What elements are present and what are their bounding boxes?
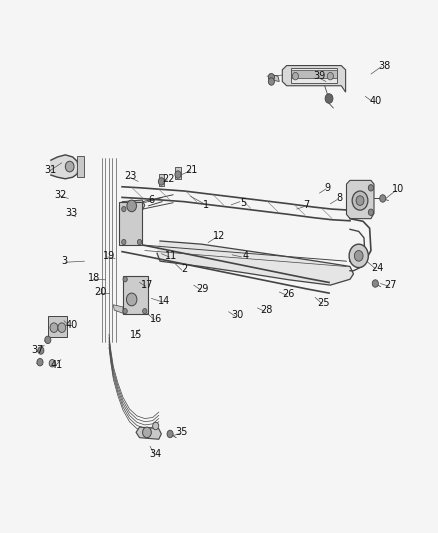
Circle shape — [352, 191, 368, 210]
Circle shape — [122, 206, 126, 212]
Circle shape — [138, 239, 142, 245]
Polygon shape — [51, 155, 78, 179]
Text: 1: 1 — [203, 200, 209, 211]
Circle shape — [158, 177, 164, 185]
Circle shape — [325, 94, 333, 103]
Polygon shape — [136, 427, 161, 439]
Circle shape — [45, 336, 51, 344]
Circle shape — [123, 309, 127, 314]
Text: 12: 12 — [213, 231, 225, 241]
Bar — [122, 206, 140, 242]
Text: 20: 20 — [94, 287, 106, 297]
Text: 34: 34 — [149, 449, 162, 458]
Text: 24: 24 — [371, 263, 383, 272]
Circle shape — [372, 280, 378, 287]
Text: 30: 30 — [231, 310, 244, 320]
Text: 6: 6 — [148, 195, 154, 205]
Text: 15: 15 — [130, 329, 142, 340]
Text: 26: 26 — [282, 289, 294, 299]
Polygon shape — [269, 74, 279, 82]
Circle shape — [356, 196, 364, 205]
Circle shape — [58, 323, 66, 333]
Text: 27: 27 — [384, 280, 396, 290]
Text: 38: 38 — [378, 61, 390, 70]
Text: 29: 29 — [196, 284, 208, 294]
Text: 23: 23 — [125, 171, 137, 181]
Circle shape — [49, 360, 55, 367]
Circle shape — [368, 209, 374, 215]
Polygon shape — [283, 66, 346, 92]
Text: 10: 10 — [392, 184, 404, 195]
Text: 2: 2 — [181, 264, 187, 274]
Text: 7: 7 — [303, 200, 310, 211]
Text: 41: 41 — [50, 360, 63, 370]
Circle shape — [123, 277, 127, 282]
Circle shape — [380, 195, 386, 202]
Text: 37: 37 — [32, 345, 44, 356]
Bar — [120, 201, 142, 245]
Circle shape — [38, 347, 44, 354]
Circle shape — [167, 430, 173, 438]
Bar — [159, 174, 164, 185]
Text: 32: 32 — [55, 190, 67, 200]
Text: 25: 25 — [318, 297, 330, 308]
Text: 31: 31 — [45, 165, 57, 175]
Bar — [123, 276, 148, 314]
Circle shape — [127, 200, 137, 212]
Text: 39: 39 — [313, 71, 325, 81]
Polygon shape — [157, 241, 353, 285]
Circle shape — [354, 251, 363, 261]
Circle shape — [268, 78, 275, 85]
Circle shape — [37, 359, 43, 366]
Circle shape — [152, 422, 159, 430]
Text: 40: 40 — [369, 95, 381, 106]
Text: 21: 21 — [186, 165, 198, 175]
Text: 16: 16 — [149, 313, 162, 324]
Circle shape — [143, 309, 147, 314]
Text: 14: 14 — [158, 296, 170, 306]
Circle shape — [349, 244, 368, 268]
Bar — [77, 156, 84, 177]
Text: 33: 33 — [65, 208, 78, 219]
Text: 35: 35 — [176, 427, 188, 438]
Bar — [175, 167, 180, 179]
Circle shape — [122, 239, 126, 245]
Text: 9: 9 — [324, 183, 330, 193]
Text: 17: 17 — [141, 280, 153, 290]
Text: 8: 8 — [336, 193, 342, 204]
Circle shape — [50, 323, 58, 333]
Polygon shape — [113, 305, 123, 313]
Bar — [48, 317, 67, 337]
Polygon shape — [346, 180, 374, 219]
Text: 11: 11 — [165, 251, 177, 261]
Text: 5: 5 — [240, 198, 246, 208]
Text: 3: 3 — [61, 256, 67, 266]
Circle shape — [143, 427, 151, 438]
Circle shape — [127, 293, 137, 306]
Polygon shape — [122, 200, 145, 211]
Text: 40: 40 — [65, 320, 78, 330]
Circle shape — [65, 161, 74, 172]
Text: 28: 28 — [260, 305, 272, 315]
Text: 4: 4 — [242, 251, 248, 261]
Circle shape — [292, 72, 298, 80]
Bar — [291, 68, 337, 83]
Circle shape — [327, 72, 333, 80]
Bar — [291, 70, 337, 78]
Text: 18: 18 — [88, 273, 101, 283]
Circle shape — [368, 184, 374, 191]
Text: 22: 22 — [162, 174, 175, 184]
Circle shape — [175, 171, 181, 178]
Circle shape — [268, 74, 275, 81]
Text: 19: 19 — [103, 251, 115, 261]
